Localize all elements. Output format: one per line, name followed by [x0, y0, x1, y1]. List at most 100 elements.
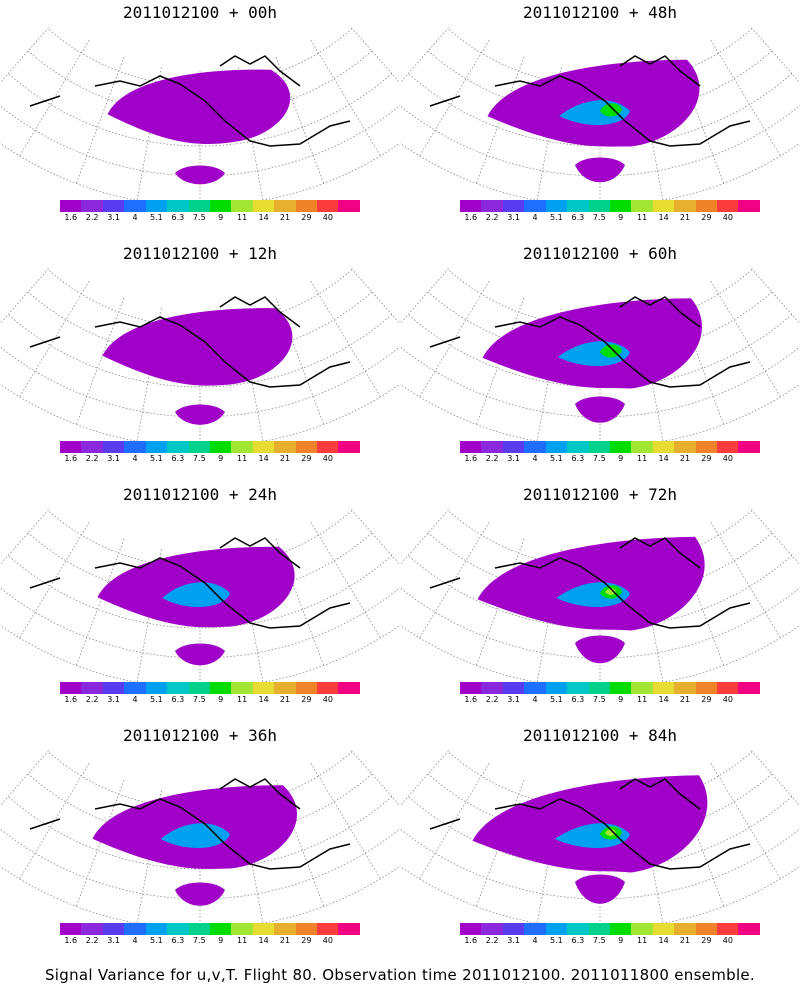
- colorbar-swatch: [274, 200, 296, 212]
- variance-region: [175, 643, 225, 666]
- colorbar-tick-label: 14: [658, 454, 669, 463]
- colorbar-swatch: [274, 682, 296, 694]
- colorbar-swatch: [674, 923, 696, 935]
- meridian-line: [310, 39, 381, 157]
- variance-region: [575, 635, 625, 664]
- colorbar: [60, 200, 360, 212]
- colorbar-tick-label: 9: [618, 936, 624, 945]
- colorbar-tick-label: 14: [658, 213, 669, 222]
- colorbar-swatch: [460, 682, 482, 694]
- colorbar-swatch: [631, 441, 653, 453]
- colorbar-swatch: [609, 200, 632, 212]
- meridian-line: [275, 538, 325, 666]
- panel-title: 2011012100 + 24h: [122, 485, 278, 504]
- meridian-line: [675, 297, 725, 425]
- colorbar-tick-label: 9: [218, 695, 224, 704]
- colorbar-swatch: [167, 441, 189, 453]
- colorbar-tick-label: 7.5: [192, 454, 206, 463]
- meridian-line: [0, 508, 51, 566]
- colorbar-swatch: [231, 682, 253, 694]
- meridian-line: [0, 267, 51, 325]
- colorbar-swatch: [545, 682, 568, 694]
- meridian-line: [0, 26, 51, 84]
- meridian-line: [749, 749, 800, 807]
- latitude-line: [427, 532, 773, 599]
- colorbar-swatch: [317, 923, 339, 935]
- colorbar-tick-label: 40: [722, 213, 733, 222]
- colorbar-ticks: 1.6 2.2 3.1 4 5.1 6.3 7.5 9 11 14 21 29 40: [460, 454, 760, 464]
- polar-map: [0, 749, 400, 930]
- colorbar-swatch: [102, 682, 125, 694]
- panel-title: 2011012100 + 36h: [122, 726, 278, 745]
- colorbar-swatch: [631, 200, 653, 212]
- colorbar-tick-label: 6.3: [571, 213, 585, 222]
- colorbar-swatch: [188, 923, 210, 935]
- colorbar-tick-label: 3.1: [107, 936, 120, 945]
- colorbar-swatch: [338, 441, 360, 453]
- variance-region: [175, 882, 225, 906]
- colorbar-tick-label: 2.2: [485, 213, 499, 222]
- variance-region: [160, 823, 230, 849]
- meridian-line: [275, 779, 325, 907]
- colorbar-tick-label: 2.2: [85, 454, 99, 463]
- colorbar-swatch: [252, 200, 275, 212]
- colorbar-tick-label: 5.1: [550, 936, 563, 945]
- map-panel: 2011012100 + 24h 1.6 2.2 3.1 4 5.1 6.3 7.5 9 11 14…: [0, 484, 400, 726]
- colorbar-ticks: 1.6 2.2 3.1 4 5.1 6.3 7.5 9 11 14 21 29 40: [60, 213, 360, 223]
- colorbar-swatch: [209, 682, 232, 694]
- colorbar-swatch: [652, 682, 675, 694]
- map-panel: 2011012100 + 36h 1.6 2.2 3.1 4 5.1 6.3 7.5 9 11 14…: [0, 725, 400, 967]
- latitude-line: [427, 291, 773, 358]
- colorbar-tick-label: 1.6: [64, 936, 78, 945]
- panel-title: 2011012100 + 48h: [522, 3, 678, 22]
- colorbar-tick-label: 29: [701, 454, 712, 463]
- colorbar-tick-label: 4: [132, 695, 138, 704]
- colorbar-swatch: [124, 682, 146, 694]
- meridian-line: [75, 538, 125, 666]
- colorbar: [460, 441, 760, 453]
- latitude-line: [7, 796, 393, 870]
- colorbar-tick-label: 5.1: [550, 454, 563, 463]
- colorbar-tick-label: 21: [679, 454, 691, 463]
- panel-title: 2011012100 + 12h: [122, 244, 278, 263]
- colorbar-ticks: 1.6 2.2 3.1 4 5.1 6.3 7.5 9 11 14 21 29 40: [60, 936, 360, 946]
- colorbar-tick-label: 29: [301, 213, 312, 222]
- colorbar-swatch: [145, 441, 168, 453]
- colorbar-swatch: [81, 441, 103, 453]
- latitude-line: [407, 796, 793, 870]
- meridian-line: [349, 508, 400, 566]
- colorbar-tick-label: 1.6: [464, 936, 478, 945]
- colorbar-tick-label: 5.1: [550, 695, 563, 704]
- colorbar-tick-label: 40: [322, 213, 333, 222]
- colorbar-tick-label: 9: [218, 454, 224, 463]
- colorbar-swatch: [60, 682, 82, 694]
- latitude-line: [7, 314, 393, 388]
- colorbar-tick-label: 7.5: [192, 936, 206, 945]
- colorbar-tick-label: 1.6: [464, 213, 478, 222]
- colorbar-tick-label: 4: [532, 213, 538, 222]
- colorbar-tick-label: 40: [722, 936, 733, 945]
- colorbar-swatch: [60, 200, 82, 212]
- colorbar-tick-label: 14: [658, 695, 669, 704]
- colorbar-swatch: [209, 441, 232, 453]
- colorbar-tick-label: 2.2: [85, 936, 99, 945]
- panel-title: 2011012100 + 72h: [522, 485, 678, 504]
- latitude-line: [407, 314, 793, 388]
- colorbar-swatch: [567, 441, 589, 453]
- colorbar-tick-label: 6.3: [171, 213, 185, 222]
- colorbar-tick-label: 7.5: [192, 695, 206, 704]
- meridian-line: [710, 521, 781, 639]
- coastline: [29, 778, 351, 870]
- meridian-line: [400, 267, 451, 325]
- colorbar-swatch: [102, 923, 125, 935]
- colorbar-swatch: [609, 441, 632, 453]
- colorbar-ticks: 1.6 2.2 3.1 4 5.1 6.3 7.5 9 11 14 21 29 40: [460, 213, 760, 223]
- colorbar-tick-label: 2.2: [85, 213, 99, 222]
- polar-map: [400, 26, 800, 207]
- latitude-line: [407, 73, 793, 147]
- colorbar-swatch: [274, 923, 296, 935]
- colorbar: [60, 682, 360, 694]
- colorbar-swatch: [145, 923, 168, 935]
- variance-region: [472, 775, 708, 873]
- colorbar-tick-label: 7.5: [192, 213, 206, 222]
